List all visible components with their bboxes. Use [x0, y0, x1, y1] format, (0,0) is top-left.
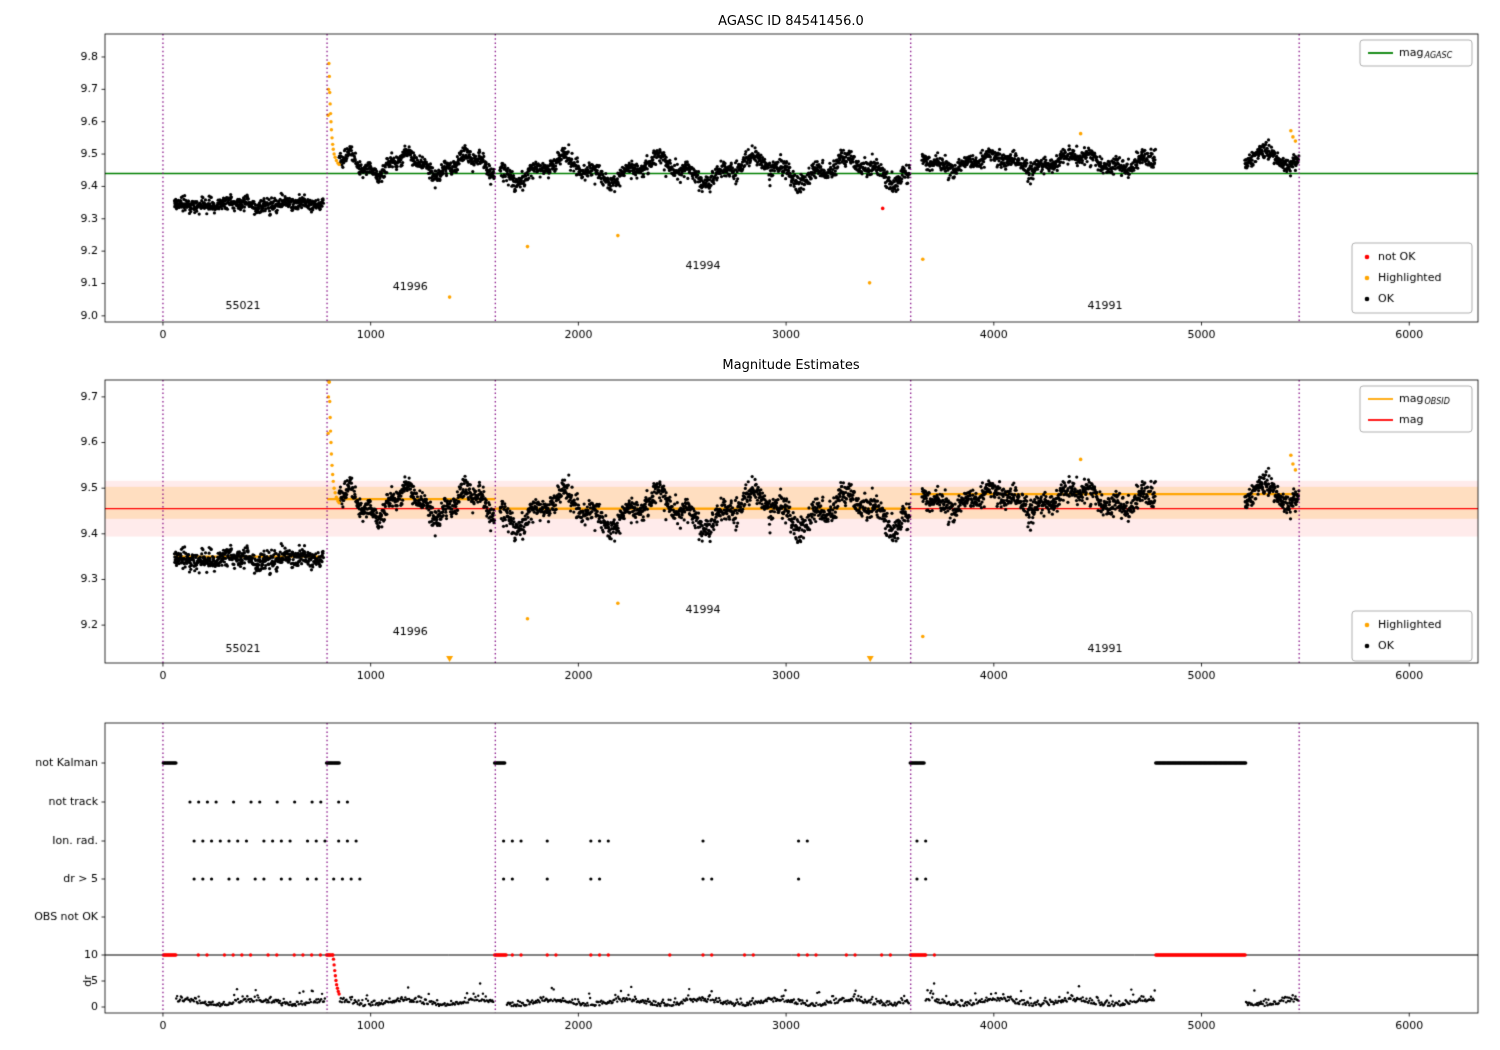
plot2-title: Magnitude Estimates — [722, 358, 860, 373]
plot1-title: AGASC ID 84541456.0 — [718, 14, 864, 29]
